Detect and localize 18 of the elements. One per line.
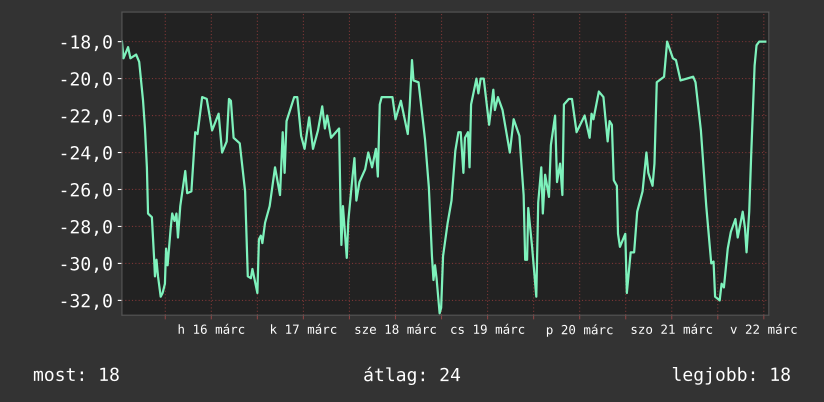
text: átlag: 24 bbox=[364, 366, 460, 386]
x-tick-label: v 22 márc bbox=[730, 324, 797, 334]
x-tick-label: k 17 márc bbox=[270, 324, 336, 334]
x-tick-label: h 16 márc bbox=[178, 324, 244, 334]
y-tick-label: -30,0 bbox=[62, 256, 112, 273]
y-tick-label: -28,0 bbox=[62, 220, 112, 236]
text: legjobb: 18 bbox=[672, 367, 790, 385]
y-tick-label: -26,0 bbox=[62, 182, 112, 199]
text: most: 18 bbox=[34, 368, 119, 382]
x-tick-label: p 20 márc bbox=[546, 324, 612, 337]
y-tick-label: -32,0 bbox=[62, 294, 112, 310]
y-tick-label: -20,0 bbox=[62, 72, 112, 88]
x-tick-label: sze 18 márc bbox=[355, 324, 436, 334]
x-tick-label: cs 19 márc bbox=[451, 324, 524, 334]
y-tick-label: -22,0 bbox=[62, 109, 112, 125]
y-tick-label: -18,0 bbox=[62, 35, 112, 52]
y-tick-label: -24,0 bbox=[62, 146, 112, 162]
x-tick-label: szo 21 márc bbox=[632, 324, 712, 334]
